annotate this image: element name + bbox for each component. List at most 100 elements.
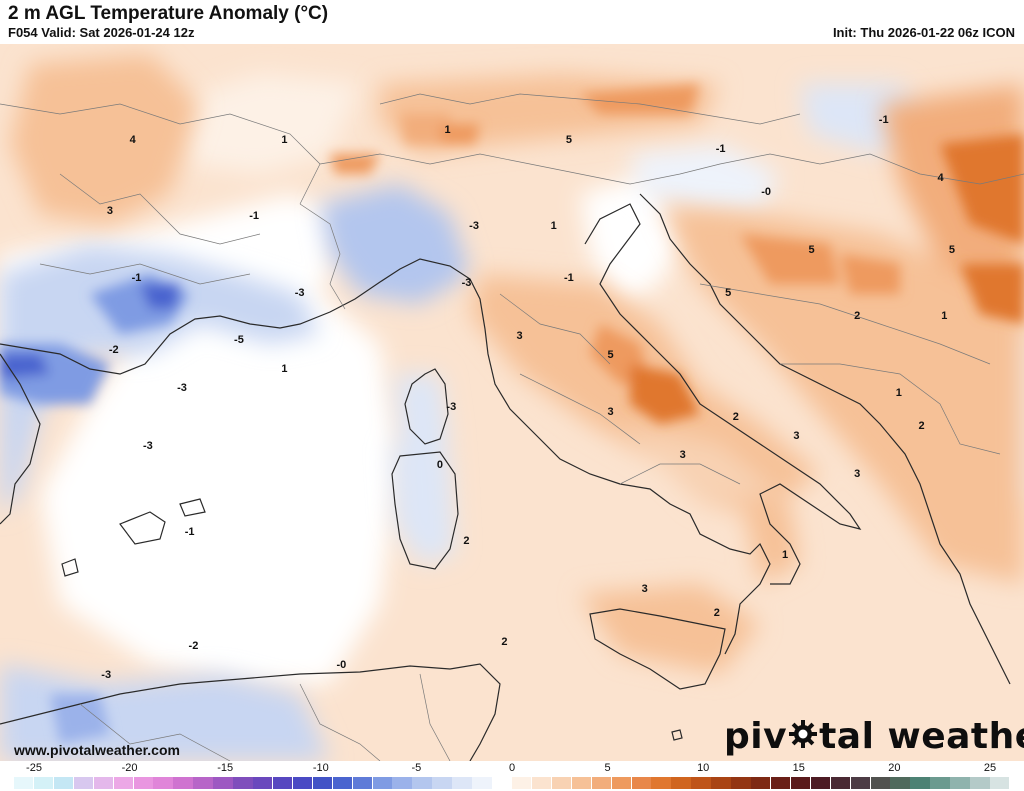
anomaly-value-label: 1 [444, 124, 451, 137]
colorbar-swatch [591, 777, 613, 789]
anomaly-value-label: 2 [918, 420, 925, 433]
anomaly-value-label: 1 [281, 133, 288, 146]
colorbar-swatch [551, 777, 573, 789]
anomaly-value-label: 4 [937, 171, 944, 184]
anomaly-value-label: 5 [565, 133, 572, 146]
anomaly-value-label: -2 [188, 640, 199, 653]
colorbar-swatch [472, 777, 493, 789]
colorbar-swatch [850, 777, 872, 789]
anomaly-value-label: 5 [948, 243, 955, 256]
colorbar-swatch [770, 777, 792, 789]
colorbar-swatch [392, 777, 413, 789]
colorbar-swatch [233, 777, 254, 789]
colorbar-swatch [970, 777, 991, 789]
model-init-time: Init: Thu 2026-01-22 06z ICON [832, 25, 1015, 40]
anomaly-value-label: 2 [713, 606, 720, 619]
anomaly-value-label: 0 [436, 458, 443, 471]
anomaly-value-label: 3 [854, 468, 861, 481]
colorbar-swatch [133, 777, 154, 789]
anomaly-value-label: 3 [641, 582, 648, 595]
colorbar-swatch [73, 777, 95, 789]
anomaly-value-label: -1 [249, 210, 259, 223]
anomaly-value-label: -3 [177, 382, 187, 395]
anomaly-value-label: -1 [715, 143, 726, 156]
website-url[interactable]: www.pivotalweather.com [14, 742, 180, 758]
colorbar-tick-label: 25 [983, 762, 997, 774]
colorbar-tick-label: -10 [312, 762, 329, 774]
political-borders [0, 93, 1024, 761]
colorbar-swatch [890, 777, 911, 789]
colorbar-swatch [691, 777, 712, 789]
anomaly-value-label: 3 [607, 406, 614, 419]
map-title: 2 m AGL Temperature Anomaly (°C) [8, 3, 329, 24]
colorbar-swatch [990, 777, 1011, 789]
anomaly-value-label: -3 [101, 668, 112, 681]
anomaly-value-label: 3 [679, 449, 686, 462]
anomaly-value-label: -3 [469, 219, 479, 232]
header: 2 m AGL Temperature Anomaly (°C) F054 Va… [0, 0, 1024, 44]
anomaly-value-label: -1 [184, 525, 195, 538]
colorbar-swatch [93, 777, 115, 789]
anomaly-value-label: 5 [725, 286, 732, 299]
colorbar-swatch [272, 777, 294, 789]
anomaly-value-label: 3 [106, 205, 114, 218]
anomaly-value-label: -3 [143, 439, 153, 452]
colorbar-swatch [352, 777, 374, 789]
colorbar-swatch [452, 777, 473, 789]
colorbar-swatch [611, 777, 632, 789]
colorbar-swatch [870, 777, 891, 789]
colorbar-swatch [810, 777, 832, 789]
colorbar-swatch [432, 777, 453, 789]
anomaly-value-label: 2 [854, 310, 861, 323]
strong-cool-anomaly-areas [0, 274, 190, 744]
colorbar-swatch [372, 777, 393, 789]
colorbar-swatch [292, 777, 314, 789]
anomaly-value-label: -0 [336, 659, 347, 672]
colorbar-swatch [512, 777, 533, 789]
colorbar-swatch [113, 777, 134, 789]
colorbar-swatch [651, 777, 672, 789]
anomaly-value-label: 1 [895, 386, 902, 399]
colorbar-swatch [790, 777, 812, 789]
colorbar-swatch [830, 777, 852, 789]
colorbar-swatch [33, 777, 55, 789]
colorbar-swatch [253, 777, 274, 789]
colorbar-swatch [332, 777, 354, 789]
colorbar-swatch [213, 777, 234, 789]
colorbar-swatch [492, 777, 513, 789]
colorbar-swatch [950, 777, 971, 789]
anomaly-value-label: 5 [607, 348, 614, 361]
brand-text-end: tal weather [819, 715, 1024, 757]
anomaly-value-label: -1 [131, 272, 142, 285]
colorbar-tick-label: -15 [217, 762, 234, 774]
anomaly-value-label: 2 [732, 410, 739, 423]
colorbar-tick-label: -5 [411, 762, 422, 774]
anomaly-value-label: -0 [761, 186, 771, 199]
colorbar-tick-label: 0 [508, 762, 516, 774]
anomaly-value-label: -2 [108, 343, 119, 356]
colorbar-swatch [930, 777, 951, 789]
anomaly-value-label: -1 [563, 272, 574, 285]
colorbar-swatch [910, 777, 931, 789]
brand-text-start: piv [724, 715, 788, 757]
anomaly-value-label: -1 [878, 114, 889, 127]
colorbar-tick-label: -25 [26, 762, 42, 774]
colorbar-swatch [751, 777, 772, 789]
colorbar-swatch [412, 777, 433, 789]
strong-warm-anomaly-areas [330, 84, 1024, 424]
anomaly-value-label: 1 [941, 310, 948, 323]
anomaly-value-label: 1 [550, 219, 557, 232]
colorbar-tick-label: 5 [604, 762, 611, 774]
colorbar-swatch [531, 777, 553, 789]
temperature-anomaly-map[interactable]: 4 1 3 -1 -1 -3 -2 -5 1 -3 -3 1 5 -1 -1 -3 1 -1 -3 -0 4 5 5 5 2 1 3… [0, 44, 1024, 761]
colorbar-tick-label: -20 [121, 762, 138, 774]
colorbar-swatch [631, 777, 652, 789]
anomaly-value-label: -5 [234, 334, 244, 347]
colorbar-swatch [671, 777, 692, 789]
anomaly-value-label: -3 [294, 286, 305, 299]
colorbar-swatch [312, 777, 334, 789]
anomaly-value-label: 4 [129, 133, 136, 146]
colorbar-swatch [193, 777, 214, 789]
forecast-valid-time: F054 Valid: Sat 2026-01-24 12z [8, 25, 195, 40]
pivotal-weather-logo: piv tal weather [724, 714, 1024, 760]
